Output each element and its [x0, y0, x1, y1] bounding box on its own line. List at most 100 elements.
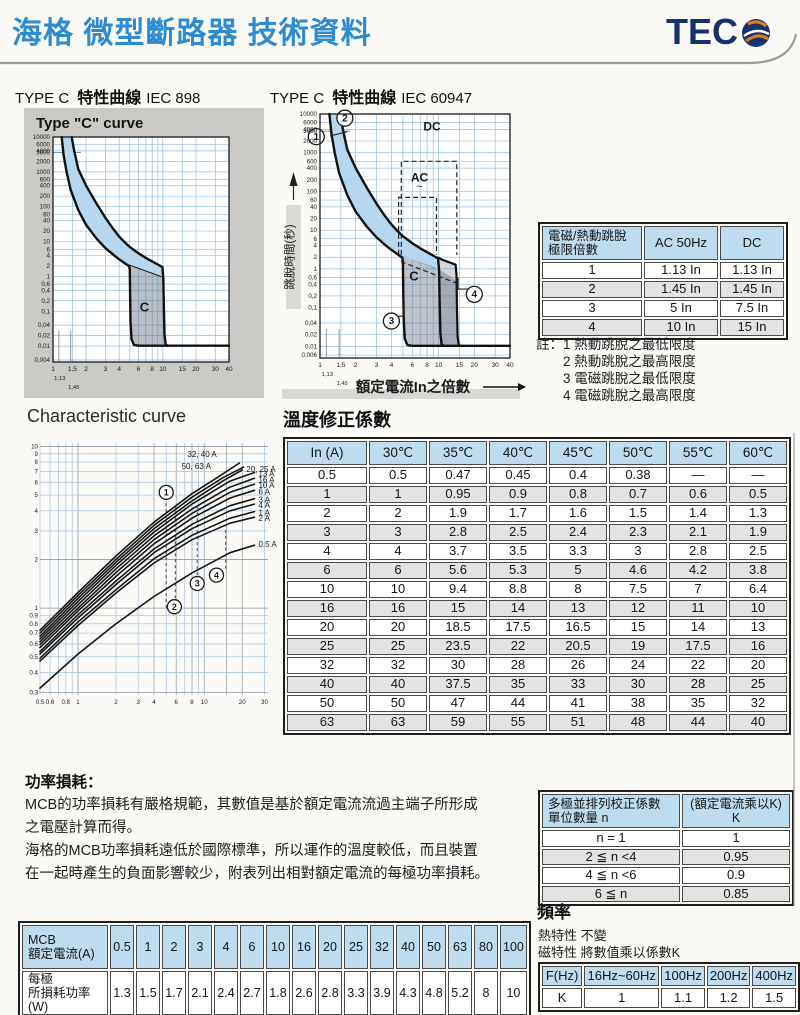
section-title-type: TYPE C — [15, 90, 70, 107]
curve-band-fills — [61, 137, 166, 345]
table-row: MCB 額定電流(A) 0.5 1 2 3 4 6 10 16 20 25 32 40 50 63 80 100 — [22, 925, 527, 969]
table-cell: 1.13 In — [720, 262, 784, 279]
table-cell: 0.38 — [609, 467, 667, 484]
svg-text:10: 10 — [435, 362, 443, 369]
svg-text:6: 6 — [35, 479, 39, 486]
table-row: 32 32 30 28 26 24 22 20 — [287, 657, 787, 674]
characteristic-curves: 32, 40 A50, 63 A 20, 25 A13 A16 A10 A6 A3… — [39, 450, 277, 689]
svg-text:60: 60 — [310, 197, 317, 204]
svg-text:30: 30 — [492, 362, 500, 369]
svg-text:0,02: 0,02 — [38, 333, 51, 340]
table-cell: 14 — [669, 619, 727, 636]
table-cell: 18.5 — [429, 619, 487, 636]
table-row: 多極並排列校正係數 單位數量 n (額定電流乘以K) K — [542, 794, 790, 828]
table-cell: 16 — [292, 925, 316, 969]
teco-logo: TEC — [666, 14, 773, 50]
svg-text:C: C — [409, 269, 419, 284]
table-cell: 1 — [682, 830, 790, 847]
table-cell: 7.5 In — [720, 300, 784, 317]
table-cell: 3.8 — [729, 562, 787, 579]
table-cell: K — [542, 988, 583, 1008]
table-row: 10 10 9.4 8.8 8 7.5 7 6.4 — [287, 581, 787, 598]
table-cell: 3.7 — [429, 543, 487, 560]
svg-text:4: 4 — [117, 366, 121, 373]
table-row: 3 3 2.8 2.5 2.4 2.3 2.1 1.9 — [287, 524, 787, 541]
chart2-bottom-shadow — [282, 389, 520, 399]
table-cell: 50 — [287, 695, 367, 712]
table-cell: 2.4 — [214, 971, 238, 1015]
svg-text:6: 6 — [175, 699, 179, 706]
temperature-correction-table: In (A) 30℃ 35℃ 40℃ 45℃ 50℃ 55℃ 60℃ 0.5 0.5 0.47 0.4… — [283, 437, 791, 735]
svg-text:1: 1 — [313, 132, 319, 143]
table-cell: 14 — [489, 600, 547, 617]
svg-text:3600: 3600 — [36, 149, 50, 156]
svg-text:~: ~ — [416, 181, 422, 193]
power-loss-line: 之電壓計算而得。 — [25, 820, 141, 836]
table-cell: 37.5 — [429, 676, 487, 693]
svg-text:20: 20 — [43, 228, 50, 235]
svg-text:20: 20 — [471, 362, 479, 369]
table-cell: 0.9 — [682, 867, 790, 884]
table-cell: 10 — [287, 581, 367, 598]
table-cell: 1.45 In — [644, 281, 718, 298]
svg-text:1: 1 — [164, 488, 169, 498]
table-cell: 4.2 — [669, 562, 727, 579]
svg-text:跳脫時間(秒): 跳脫時間(秒) — [283, 224, 297, 289]
page-title: 海格 微型斷路器 技術資料 — [12, 17, 372, 50]
table-cell: 2.1 — [188, 971, 212, 1015]
svg-text:0,01: 0,01 — [305, 343, 318, 350]
svg-text:0,04: 0,04 — [305, 320, 318, 327]
table-cell: 40 — [287, 676, 367, 693]
table-cell: 1.13 In — [644, 262, 718, 279]
table-cell: 44 — [489, 695, 547, 712]
svg-text:額定電流In之倍數: 額定電流In之倍數 — [355, 378, 471, 396]
table-cell: 0.85 — [682, 885, 790, 903]
table-cell: 25 — [287, 638, 367, 655]
svg-text:7: 7 — [35, 468, 39, 475]
table-cell: 45℃ — [549, 441, 607, 465]
table-cell: 17.5 — [669, 638, 727, 655]
svg-text:0.6: 0.6 — [29, 641, 38, 648]
table-cell: 80 — [474, 925, 498, 969]
table-cell: 3 — [542, 300, 642, 317]
table-cell: 50 — [369, 695, 427, 712]
table-cell: 2.8 — [318, 971, 342, 1015]
svg-text:0,6: 0,6 — [308, 274, 317, 281]
svg-text:4: 4 — [47, 252, 51, 259]
table-cell: 5 In — [644, 300, 718, 317]
table-cell: 22 — [489, 638, 547, 655]
svg-text:0.3: 0.3 — [29, 690, 38, 697]
svg-text:1: 1 — [35, 605, 39, 612]
table-cell: 3 — [369, 524, 427, 541]
svg-text:2: 2 — [354, 362, 358, 369]
table-cell: 20.5 — [549, 638, 607, 655]
table-cell: 2.8 — [669, 543, 727, 560]
table-cell: 1.2 — [706, 988, 751, 1008]
svg-text:6: 6 — [47, 246, 51, 253]
svg-text:3: 3 — [195, 579, 200, 589]
svg-text:1: 1 — [47, 273, 51, 280]
svg-text:0,02: 0,02 — [305, 332, 318, 339]
svg-text:400: 400 — [307, 165, 318, 172]
table-cell: 63 — [287, 714, 367, 731]
table-cell: 32 — [729, 695, 787, 712]
svg-text:6 A: 6 A — [258, 487, 270, 496]
table-row: K 1 1.1 1.2 1.5 — [542, 988, 796, 1008]
svg-text:2: 2 — [314, 254, 318, 261]
temperature-table-title: 溫度修正係數 — [283, 410, 391, 430]
table-cell: 50℃ — [609, 441, 667, 465]
svg-text:3 A: 3 A — [258, 496, 270, 505]
svg-text:1 A: 1 A — [258, 509, 270, 518]
svg-text:4: 4 — [472, 290, 478, 301]
svg-text:1,45: 1,45 — [68, 385, 79, 391]
svg-text:10: 10 — [159, 366, 167, 373]
svg-text:1000: 1000 — [303, 150, 317, 157]
power-loss-line: 在一起時產生的負面影響較少，附表列出相對額定電流的每極功率損耗。 — [25, 866, 489, 882]
trip-curve-chart-iec898: C100006000400036002000100060040020010060… — [33, 134, 233, 391]
table-row: 50 50 47 44 41 38 35 32 — [287, 695, 787, 712]
svg-text:8: 8 — [35, 459, 39, 466]
table-cell: 3.5 — [489, 543, 547, 560]
